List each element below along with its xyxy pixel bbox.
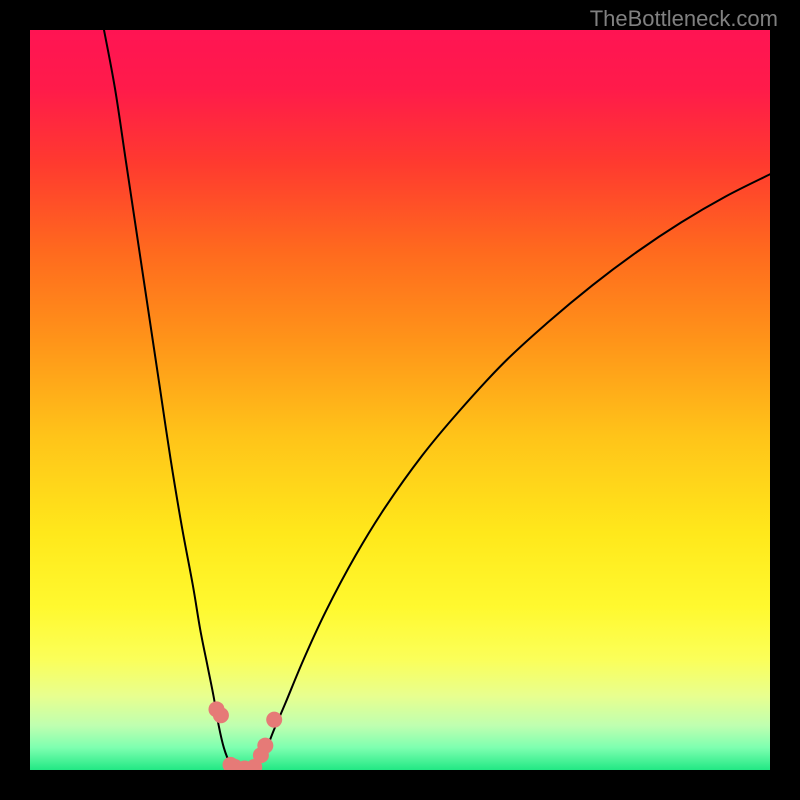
data-marker [266,712,282,728]
chart-container: TheBottleneck.com [0,0,800,800]
left-curve [104,30,237,770]
watermark-text: TheBottleneck.com [590,6,778,32]
plot-area [30,30,770,770]
right-curve [252,174,770,770]
data-marker [213,707,229,723]
data-marker [257,738,273,754]
curves-layer [30,30,770,770]
